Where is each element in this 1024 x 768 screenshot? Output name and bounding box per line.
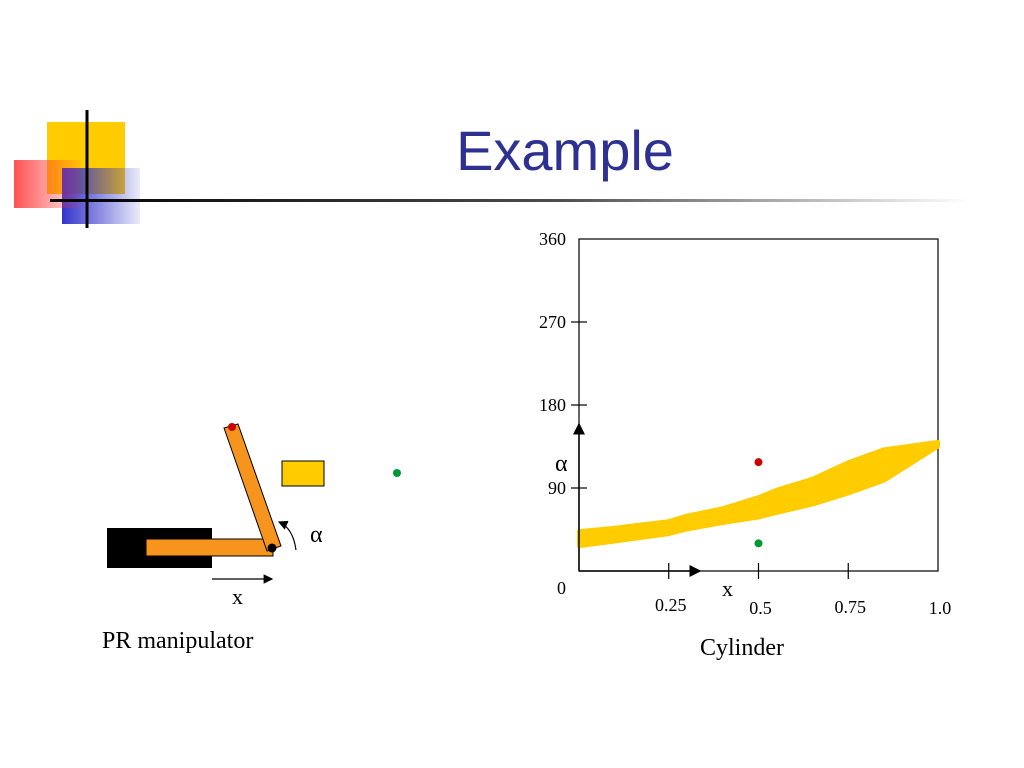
obstacle-box [281,460,325,487]
prismatic-link [145,538,274,557]
end-effector-red-dot [228,423,236,431]
x-label-robot: x [232,584,243,609]
y-tick-label: 360 [539,229,566,249]
goal-green-dot [393,469,401,477]
x-tick-label: 1.0 [929,598,952,618]
slide-title: Example [456,119,674,182]
y-tick-label: 270 [539,312,566,332]
x-tick-label: 0.5 [749,598,772,618]
x-tick-label: 0.25 [655,595,687,615]
config-point [754,458,763,467]
y-tick-label: 0 [557,578,566,598]
revolute-link [223,423,282,552]
angle-arc-arrow [277,520,297,551]
angle-alpha-label: α [310,522,323,548]
cspace-chart: 0 90 180 270 360 0.25 0.5 0.75 1.0 α x Cylinder [539,229,951,661]
chart-x-label: x [722,576,733,601]
obstacle-region [577,439,940,549]
decorative-logo [14,110,140,228]
pr-manipulator: α x PR manipulator [102,423,401,654]
config-point [754,539,763,548]
y-tick-label: 180 [539,395,566,415]
joint-dot [267,543,277,553]
chart-caption: Cylinder [700,635,784,661]
robot-caption: PR manipulator [102,628,253,654]
title-rule [50,199,970,202]
y-tick-label: 90 [548,478,566,498]
chart-alpha-label: α [555,451,568,477]
chart-frame [578,238,939,572]
x-tick-label: 0.75 [835,597,867,617]
